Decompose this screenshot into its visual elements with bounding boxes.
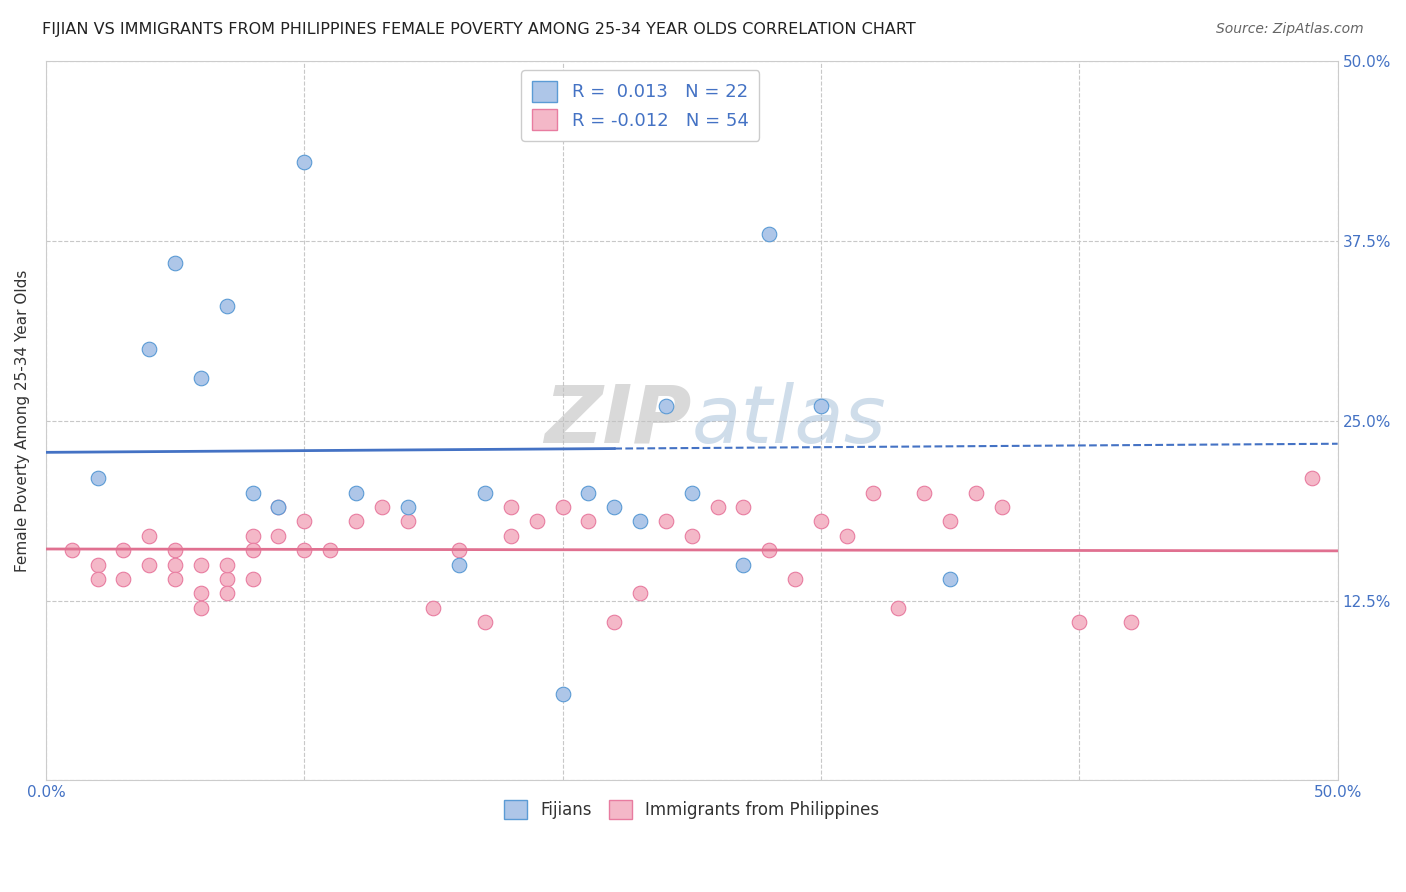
Point bbox=[474, 615, 496, 629]
Point bbox=[526, 515, 548, 529]
Point bbox=[810, 515, 832, 529]
Point bbox=[499, 500, 522, 514]
Point bbox=[138, 342, 160, 356]
Point bbox=[396, 515, 419, 529]
Point bbox=[681, 529, 703, 543]
Point bbox=[862, 485, 884, 500]
Point bbox=[603, 500, 626, 514]
Point bbox=[86, 471, 108, 485]
Point bbox=[422, 600, 444, 615]
Point bbox=[939, 515, 962, 529]
Point bbox=[628, 586, 651, 600]
Point bbox=[292, 515, 315, 529]
Point bbox=[1069, 615, 1091, 629]
Point bbox=[1301, 471, 1323, 485]
Legend: Fijians, Immigrants from Philippines: Fijians, Immigrants from Philippines bbox=[498, 793, 886, 826]
Point bbox=[242, 529, 264, 543]
Point bbox=[292, 543, 315, 558]
Point bbox=[190, 370, 212, 384]
Point bbox=[138, 529, 160, 543]
Point bbox=[165, 543, 187, 558]
Point bbox=[449, 543, 471, 558]
Point bbox=[267, 500, 290, 514]
Point bbox=[267, 529, 290, 543]
Point bbox=[603, 615, 626, 629]
Point bbox=[165, 572, 187, 586]
Point bbox=[965, 485, 987, 500]
Point bbox=[319, 543, 342, 558]
Point bbox=[681, 485, 703, 500]
Point bbox=[733, 558, 755, 572]
Point bbox=[706, 500, 728, 514]
Point bbox=[551, 687, 574, 701]
Text: FIJIAN VS IMMIGRANTS FROM PHILIPPINES FEMALE POVERTY AMONG 25-34 YEAR OLDS CORRE: FIJIAN VS IMMIGRANTS FROM PHILIPPINES FE… bbox=[42, 22, 915, 37]
Point bbox=[1119, 615, 1142, 629]
Point bbox=[138, 558, 160, 572]
Point bbox=[190, 558, 212, 572]
Point bbox=[242, 543, 264, 558]
Point bbox=[267, 500, 290, 514]
Point bbox=[292, 154, 315, 169]
Point bbox=[86, 572, 108, 586]
Point bbox=[215, 572, 238, 586]
Point bbox=[86, 558, 108, 572]
Point bbox=[242, 485, 264, 500]
Point bbox=[835, 529, 858, 543]
Point bbox=[655, 400, 678, 414]
Point bbox=[655, 515, 678, 529]
Text: Source: ZipAtlas.com: Source: ZipAtlas.com bbox=[1216, 22, 1364, 37]
Point bbox=[810, 400, 832, 414]
Point bbox=[215, 558, 238, 572]
Point bbox=[60, 543, 83, 558]
Point bbox=[912, 485, 935, 500]
Point bbox=[939, 572, 962, 586]
Text: ZIP: ZIP bbox=[544, 382, 692, 459]
Point bbox=[242, 572, 264, 586]
Point bbox=[215, 299, 238, 313]
Point bbox=[578, 515, 600, 529]
Point bbox=[112, 543, 135, 558]
Point bbox=[215, 586, 238, 600]
Point bbox=[112, 572, 135, 586]
Point bbox=[733, 500, 755, 514]
Text: atlas: atlas bbox=[692, 382, 887, 459]
Point bbox=[190, 586, 212, 600]
Point bbox=[785, 572, 807, 586]
Point bbox=[165, 255, 187, 269]
Y-axis label: Female Poverty Among 25-34 Year Olds: Female Poverty Among 25-34 Year Olds bbox=[15, 269, 30, 572]
Point bbox=[449, 558, 471, 572]
Point bbox=[628, 515, 651, 529]
Point bbox=[474, 485, 496, 500]
Point bbox=[371, 500, 394, 514]
Point bbox=[758, 227, 780, 241]
Point bbox=[991, 500, 1014, 514]
Point bbox=[344, 515, 367, 529]
Point bbox=[551, 500, 574, 514]
Point bbox=[758, 543, 780, 558]
Point bbox=[499, 529, 522, 543]
Point bbox=[165, 558, 187, 572]
Point bbox=[344, 485, 367, 500]
Point bbox=[190, 600, 212, 615]
Point bbox=[887, 600, 910, 615]
Point bbox=[578, 485, 600, 500]
Point bbox=[396, 500, 419, 514]
